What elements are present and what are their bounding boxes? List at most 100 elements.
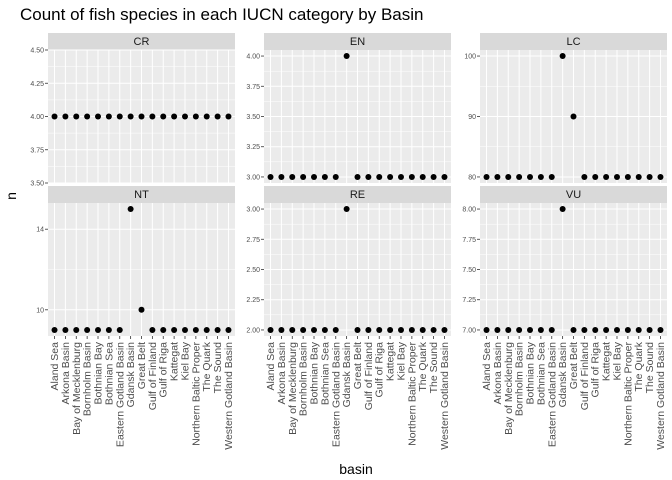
facet-strip-label: CR xyxy=(134,36,150,48)
data-point xyxy=(570,326,577,333)
x-tick-label: Great Belt xyxy=(568,342,580,389)
data-point xyxy=(73,326,80,333)
data-point xyxy=(581,173,588,180)
data-point xyxy=(559,206,566,213)
y-tick-label: 3.00 xyxy=(246,174,260,181)
x-tick-label: Western Gotland Basin xyxy=(223,342,235,450)
x-tick-label: The Sound xyxy=(644,342,656,394)
facet-lc: LC 80 90 100 xyxy=(464,33,667,183)
facet-strip xyxy=(480,186,667,203)
x-tick-label: Bay of Mecklenburg xyxy=(71,342,83,435)
x-tick-label: The Quark xyxy=(417,341,429,391)
data-point xyxy=(171,113,178,120)
chart-title: Count of fish species in each IUCN categ… xyxy=(20,5,423,24)
data-point xyxy=(267,173,274,180)
x-tick-label: Great Belt xyxy=(136,342,148,389)
data-point xyxy=(613,326,620,333)
facet-strip-label: EN xyxy=(350,36,365,48)
x-tick-label: Gulf of Finland xyxy=(363,342,375,410)
data-point xyxy=(127,113,134,120)
data-point xyxy=(300,326,307,333)
x-tick-label: Northern Baltic Proper xyxy=(622,342,634,446)
x-tick-label: Gdansk Basin xyxy=(341,342,353,408)
data-point xyxy=(419,173,426,180)
data-point xyxy=(289,173,296,180)
data-point xyxy=(646,173,653,180)
data-point xyxy=(494,173,501,180)
data-point xyxy=(62,326,69,333)
x-tick-label: Gulf of Riga xyxy=(590,342,602,398)
x-tick-label: Bothnian Bay xyxy=(525,341,537,404)
data-point xyxy=(332,173,339,180)
y-tick-label: 3.00 xyxy=(246,207,260,214)
x-tick-label: Kattegat xyxy=(601,342,613,381)
data-point xyxy=(343,206,350,213)
x-tick-label: Arkona Basin xyxy=(492,342,504,405)
x-tick-label: Bay of Mecklenburg xyxy=(287,342,299,435)
facet-cr: CR 3.50 3.75 4.00 4.25 4.50 xyxy=(30,33,235,188)
data-point xyxy=(225,326,232,333)
data-point xyxy=(624,173,631,180)
facet-grid: CR 3.50 3.75 4.00 4.25 4.50 EN 3.00 3.25 3.50 3.75… xyxy=(30,33,667,450)
data-point xyxy=(397,173,404,180)
data-point xyxy=(527,326,534,333)
facet-strip xyxy=(48,33,235,50)
x-tick-label: The Sound xyxy=(428,342,440,394)
y-tick-label: 3.50 xyxy=(246,114,260,121)
facet-strip xyxy=(264,33,451,50)
data-point xyxy=(365,173,372,180)
data-point xyxy=(570,113,577,120)
data-point xyxy=(192,326,199,333)
y-axis-title: n xyxy=(3,192,19,200)
y-tick-label: 8.00 xyxy=(462,207,476,214)
x-tick-label: Bornholm Basin xyxy=(82,342,94,416)
x-tick-label: Northern Baltic Proper xyxy=(406,342,418,446)
data-point xyxy=(505,326,512,333)
data-point xyxy=(483,326,490,333)
data-point xyxy=(160,113,167,120)
facet-strip xyxy=(264,186,451,203)
data-point xyxy=(73,113,80,120)
data-point xyxy=(105,326,112,333)
data-point xyxy=(311,173,318,180)
data-point xyxy=(376,173,383,180)
x-tick-label: Arkona Basin xyxy=(276,342,288,405)
facet-strip xyxy=(480,33,667,50)
y-tick-label: 2.00 xyxy=(246,327,260,334)
data-point xyxy=(149,113,156,120)
x-tick-label: Gulf of Riga xyxy=(158,342,170,398)
data-point xyxy=(603,326,610,333)
data-point xyxy=(149,326,156,333)
x-tick-label: Bothnian Bay xyxy=(309,341,321,404)
x-tick-label: Bothnian Bay xyxy=(93,341,105,404)
data-point xyxy=(419,326,426,333)
facet-strip-label: LC xyxy=(566,36,580,48)
x-tick-label: Bothnian Sea xyxy=(319,342,331,405)
y-tick-label: 2.25 xyxy=(246,297,260,304)
data-point xyxy=(592,326,599,333)
data-point xyxy=(214,113,221,120)
data-point xyxy=(483,173,490,180)
data-point xyxy=(646,326,653,333)
data-point xyxy=(160,326,167,333)
data-point xyxy=(105,113,112,120)
data-point xyxy=(527,173,534,180)
x-tick-label: Western Gotland Basin xyxy=(655,342,667,450)
data-point xyxy=(278,326,285,333)
y-tick-label: 100 xyxy=(464,54,476,61)
x-tick-label: Kiel Bay xyxy=(395,341,407,380)
facet-en: EN 3.00 3.25 3.50 3.75 4.00 xyxy=(246,33,451,183)
x-tick-label: Aland Sea xyxy=(481,342,493,391)
y-tick-label: 4.00 xyxy=(246,54,260,61)
data-point xyxy=(84,113,91,120)
x-tick-label: The Quark xyxy=(201,341,213,391)
x-tick-label: Eastern Gotland Basin xyxy=(546,342,558,447)
data-point xyxy=(95,113,102,120)
data-point xyxy=(116,113,123,120)
data-point xyxy=(505,173,512,180)
x-tick-label: Aland Sea xyxy=(265,342,277,391)
data-point xyxy=(192,113,199,120)
data-point xyxy=(624,326,631,333)
